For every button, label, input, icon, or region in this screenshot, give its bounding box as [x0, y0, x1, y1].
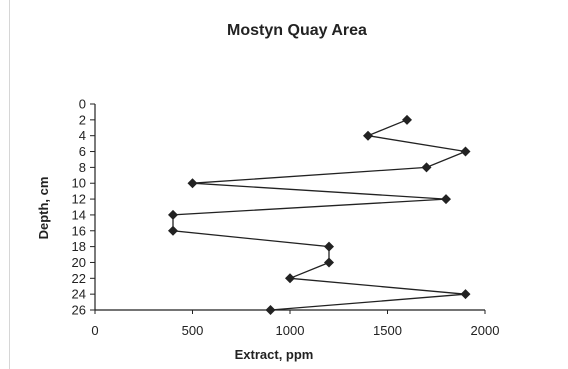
x-tick-label: 1000	[276, 323, 305, 338]
y-tick-label: 6	[79, 144, 86, 159]
y-tick-label: 26	[72, 303, 86, 318]
y-tick-label: 4	[79, 128, 86, 143]
data-point	[441, 194, 451, 205]
x-tick-label: 2000	[471, 323, 500, 338]
x-tick-label: 500	[182, 323, 204, 338]
scan-edge-line	[9, 0, 10, 369]
y-tick-label: 10	[72, 176, 86, 191]
chart-title: Mostyn Quay Area	[227, 22, 367, 39]
x-axis-label: Extract, ppm	[235, 347, 314, 362]
y-tick-label: 0	[79, 97, 86, 112]
x-tick-label: 0	[91, 323, 98, 338]
y-tick-label: 2	[79, 112, 86, 127]
series	[168, 114, 471, 315]
y-tick-label: 14	[72, 207, 86, 222]
x-tick-label: 1500	[373, 323, 402, 338]
y-tick-label: 18	[72, 239, 86, 254]
y-axis-label: Depth, cm	[36, 177, 51, 240]
data-point	[265, 305, 276, 315]
y-tick-label: 22	[72, 271, 86, 286]
data-point	[363, 130, 373, 141]
data-point	[187, 178, 198, 189]
data-point	[324, 257, 334, 268]
y-tick-label: 24	[72, 287, 86, 302]
y-tick-label: 20	[72, 255, 86, 270]
data-point	[168, 225, 178, 236]
data-point	[460, 146, 471, 157]
data-point	[168, 209, 178, 220]
data-point	[421, 162, 432, 173]
series-line	[172, 119, 468, 311]
y-tick-label: 8	[79, 160, 86, 175]
y-tick-label: 16	[72, 223, 86, 238]
data-point	[460, 289, 471, 300]
y-tick-label: 12	[72, 192, 86, 207]
data-point	[285, 273, 295, 284]
data-point	[402, 114, 412, 125]
data-point	[324, 241, 334, 252]
